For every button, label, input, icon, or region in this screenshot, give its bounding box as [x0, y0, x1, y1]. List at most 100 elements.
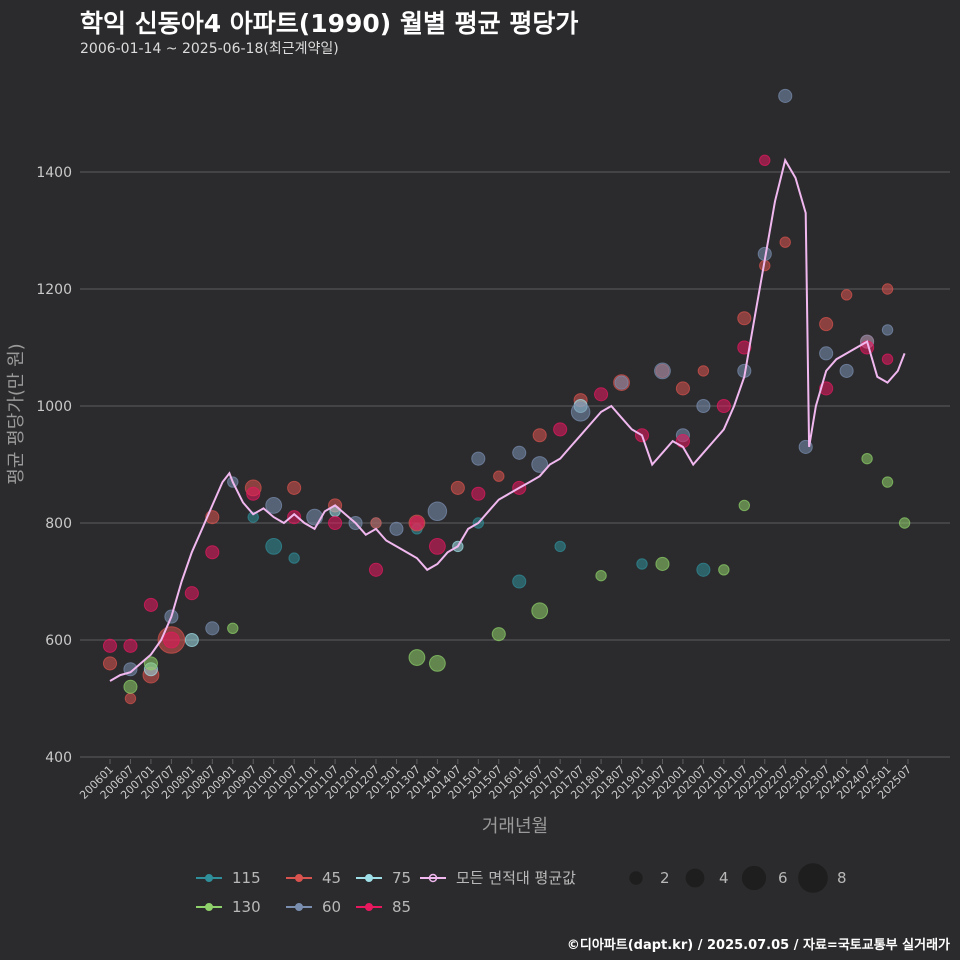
x-axis-ticks: 2006012006072007012007072008012008072009…: [77, 759, 914, 802]
y-tick-label: 400: [45, 750, 72, 766]
legend-size-circle: [629, 871, 643, 885]
y-axis-title: 평균 평당가(만 원): [6, 343, 27, 484]
point-85: [102, 638, 118, 653]
point-130: [123, 679, 138, 694]
legend-label: 130: [232, 898, 261, 916]
y-axis-ticks: 400 600 800 1000 1200 1400: [36, 165, 72, 766]
y-tick-label: 1200: [36, 282, 72, 298]
point-85: [246, 486, 261, 501]
point-60: [839, 363, 854, 378]
grid-lines: [80, 171, 950, 758]
point-85: [594, 387, 609, 402]
point-45: [124, 692, 137, 705]
point-85: [675, 434, 690, 449]
point-85: [162, 631, 180, 649]
y-tick-label: 600: [45, 633, 72, 649]
point-60: [570, 402, 591, 422]
point-60: [778, 88, 793, 103]
point-85: [428, 538, 446, 555]
point-85: [759, 154, 771, 167]
point-115: [512, 574, 527, 589]
point-60: [881, 324, 894, 336]
point-85: [205, 545, 220, 560]
legend-label: 60: [322, 898, 341, 916]
point-130: [738, 499, 751, 512]
point-60: [614, 375, 629, 390]
legend-label: 85: [392, 898, 411, 916]
legend-size-circle: [685, 868, 705, 888]
point-60: [306, 508, 324, 526]
point-130: [227, 622, 239, 634]
point-115: [554, 540, 566, 553]
point-130: [655, 556, 670, 572]
point-130: [408, 649, 426, 666]
point-85: [553, 422, 568, 437]
legend-size-circle: [798, 863, 828, 893]
legend-key-point: [295, 903, 303, 911]
point-115: [265, 538, 283, 555]
point-45: [697, 365, 710, 377]
point-60: [265, 497, 283, 514]
point-130: [881, 476, 894, 488]
point-130: [491, 627, 506, 642]
x-axis-title: 거래년월: [482, 816, 548, 837]
point-60: [512, 445, 527, 460]
point-85: [737, 340, 752, 355]
point-115: [247, 511, 259, 523]
point-85: [409, 515, 424, 531]
point-45: [370, 517, 382, 529]
point-85: [328, 515, 343, 531]
point-130: [595, 569, 607, 582]
point-45: [881, 283, 894, 295]
point-85: [184, 586, 199, 601]
point-45: [102, 656, 118, 671]
legend-key-point: [205, 903, 213, 911]
point-75: [184, 632, 199, 648]
point-130: [531, 602, 549, 620]
legend-key-point: [428, 873, 438, 883]
point-45: [840, 289, 853, 301]
legend-label: 45: [322, 869, 341, 887]
point-60: [205, 621, 220, 636]
legend-key-point: [365, 903, 373, 911]
point-85: [143, 597, 158, 612]
point-45: [493, 470, 505, 482]
average-line-layer: [109, 157, 906, 682]
point-45: [287, 480, 302, 495]
chart-title: 학익 신동아4 아파트(1990) 월별 평균 평당가: [80, 9, 579, 38]
point-115: [288, 552, 300, 564]
legend-label: 75: [392, 869, 411, 887]
legend-size-label: 4: [719, 869, 729, 887]
point-85: [881, 353, 894, 365]
point-60: [471, 451, 486, 466]
legend-size-label: 6: [778, 869, 788, 887]
point-85: [123, 638, 138, 653]
data-points: [102, 88, 911, 705]
point-60: [531, 456, 549, 473]
point-130: [718, 564, 730, 576]
y-tick-label: 800: [45, 516, 72, 532]
y-tick-label: 1000: [36, 399, 72, 415]
point-45: [779, 236, 791, 248]
point-85: [716, 398, 731, 414]
point-130: [861, 452, 873, 465]
legend: 115 45 75 모든 면적대 평균값 130 60 85 2 4 6 8: [196, 863, 847, 916]
point-60: [427, 501, 448, 522]
y-tick-label: 1400: [36, 165, 72, 181]
point-45: [532, 428, 547, 443]
chart-subtitle: 2006-01-14 ~ 2025-06-18(최근계약일): [80, 41, 339, 57]
point-130: [428, 655, 446, 672]
legend-size-label: 8: [837, 869, 847, 887]
point-85: [471, 486, 486, 501]
average-line: [109, 157, 906, 682]
legend-key-point: [205, 874, 213, 882]
legend-key-point: [295, 874, 303, 882]
legend-size-circle: [741, 865, 767, 891]
point-60: [696, 398, 711, 414]
point-85: [287, 510, 302, 525]
point-85: [368, 562, 384, 577]
point-45: [675, 381, 690, 396]
legend-size-label: 2: [660, 869, 670, 887]
point-45: [450, 480, 465, 495]
